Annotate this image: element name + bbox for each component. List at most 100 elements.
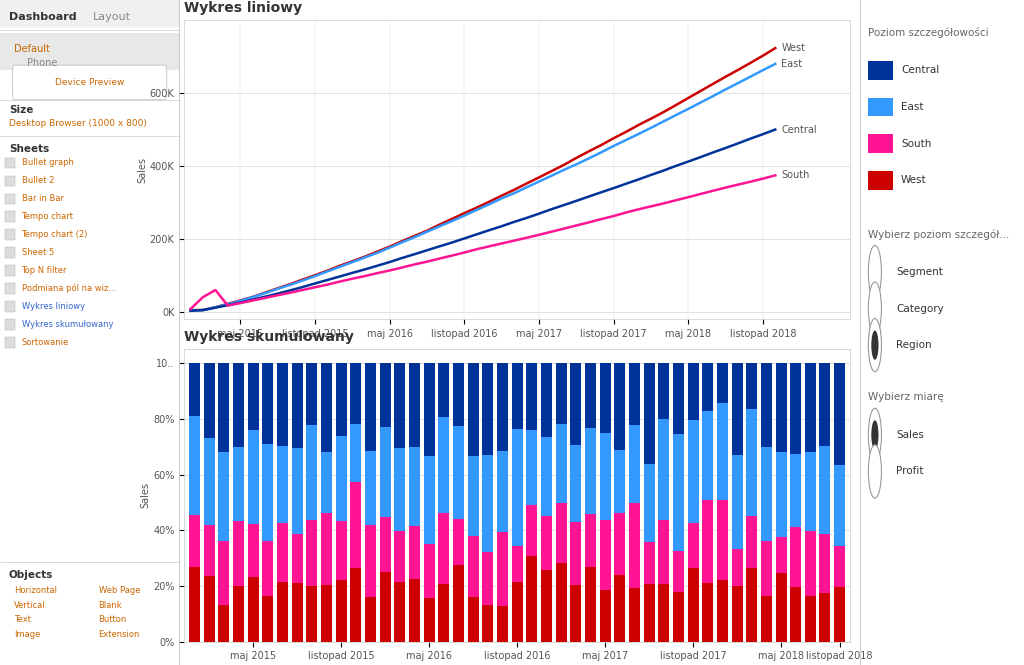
Bar bbox=[497, 451, 508, 533]
Bar bbox=[218, 452, 229, 541]
Bar bbox=[541, 437, 552, 516]
Bar bbox=[350, 363, 361, 424]
Text: Sheet 5: Sheet 5 bbox=[22, 248, 53, 257]
Bar bbox=[819, 593, 830, 642]
Y-axis label: Sales: Sales bbox=[137, 156, 147, 183]
Bar bbox=[189, 363, 200, 416]
Bar bbox=[394, 363, 406, 448]
Bar bbox=[570, 523, 582, 585]
Bar bbox=[717, 402, 728, 500]
Bar bbox=[5, 194, 15, 204]
Bar bbox=[292, 363, 303, 448]
Text: South: South bbox=[781, 170, 810, 180]
Bar bbox=[322, 363, 332, 452]
Bar bbox=[600, 433, 610, 520]
Bar bbox=[731, 363, 742, 455]
Bar bbox=[468, 597, 478, 642]
Text: Wykres liniowy: Wykres liniowy bbox=[22, 302, 85, 311]
Bar bbox=[292, 583, 303, 642]
Bar bbox=[5, 283, 15, 294]
Text: Extension: Extension bbox=[98, 630, 140, 639]
Text: Region: Region bbox=[896, 340, 932, 350]
Bar bbox=[526, 557, 538, 642]
Bar bbox=[453, 363, 464, 426]
Text: West: West bbox=[901, 175, 927, 186]
Text: Sortowanie: Sortowanie bbox=[22, 338, 69, 347]
Bar bbox=[761, 447, 772, 541]
Text: Horizontal: Horizontal bbox=[14, 586, 57, 595]
Bar bbox=[570, 585, 582, 642]
Bar bbox=[643, 464, 654, 542]
Bar bbox=[262, 541, 273, 596]
Bar bbox=[497, 363, 508, 451]
Bar bbox=[204, 438, 215, 525]
Bar bbox=[717, 363, 728, 402]
Bar bbox=[643, 584, 654, 642]
Bar bbox=[233, 448, 244, 521]
Bar bbox=[497, 606, 508, 642]
Bar bbox=[629, 426, 640, 503]
Bar bbox=[322, 452, 332, 513]
Bar bbox=[189, 515, 200, 567]
Text: Button: Button bbox=[98, 615, 127, 624]
Text: Vertical: Vertical bbox=[14, 600, 46, 610]
Text: Wybierz miarę: Wybierz miarę bbox=[868, 392, 944, 402]
Bar bbox=[5, 301, 15, 312]
Text: Layout: Layout bbox=[93, 11, 131, 22]
Bar bbox=[204, 363, 215, 438]
Circle shape bbox=[871, 420, 879, 450]
Text: East: East bbox=[781, 59, 803, 69]
Bar bbox=[805, 363, 816, 452]
Bar bbox=[394, 582, 406, 642]
Text: Central: Central bbox=[901, 65, 939, 76]
Bar bbox=[482, 363, 494, 455]
Bar bbox=[819, 363, 830, 446]
Bar bbox=[512, 363, 522, 429]
Bar bbox=[278, 523, 288, 583]
Bar bbox=[791, 454, 801, 527]
Bar bbox=[541, 516, 552, 571]
Bar bbox=[775, 363, 786, 452]
Bar bbox=[835, 587, 845, 642]
Bar bbox=[687, 363, 698, 420]
Bar bbox=[658, 419, 670, 520]
Bar bbox=[673, 434, 684, 551]
Text: Wykres skumulowany: Wykres skumulowany bbox=[184, 330, 354, 344]
Bar bbox=[262, 444, 273, 541]
Text: Profit: Profit bbox=[896, 466, 924, 477]
Bar bbox=[805, 597, 816, 642]
Bar bbox=[218, 605, 229, 642]
Bar bbox=[233, 363, 244, 448]
Bar bbox=[702, 583, 713, 642]
Bar bbox=[233, 586, 244, 642]
Bar bbox=[365, 363, 376, 451]
Text: Size: Size bbox=[9, 104, 34, 115]
Bar bbox=[350, 568, 361, 642]
Bar bbox=[512, 583, 522, 642]
Bar bbox=[204, 525, 215, 576]
Bar bbox=[248, 523, 259, 577]
Bar bbox=[600, 520, 610, 590]
Text: Desktop Browser (1000 x 800): Desktop Browser (1000 x 800) bbox=[9, 118, 146, 128]
Text: Poziom szczegółowości: Poziom szczegółowości bbox=[868, 27, 989, 38]
Bar bbox=[868, 61, 893, 80]
Text: Objects: Objects bbox=[9, 570, 53, 581]
Bar bbox=[482, 552, 494, 605]
Bar bbox=[5, 158, 15, 168]
Circle shape bbox=[868, 319, 882, 372]
Bar bbox=[5, 211, 15, 222]
Bar bbox=[394, 531, 406, 582]
Text: Bullet graph: Bullet graph bbox=[22, 158, 74, 168]
Bar bbox=[643, 363, 654, 464]
Bar bbox=[585, 363, 596, 428]
Bar bbox=[424, 363, 434, 456]
Bar bbox=[687, 523, 698, 568]
Bar bbox=[218, 541, 229, 605]
Circle shape bbox=[868, 245, 882, 299]
Bar bbox=[350, 424, 361, 483]
Bar bbox=[526, 505, 538, 557]
Bar bbox=[629, 503, 640, 589]
Bar bbox=[600, 363, 610, 433]
Bar bbox=[468, 363, 478, 456]
Text: Central: Central bbox=[781, 124, 817, 134]
